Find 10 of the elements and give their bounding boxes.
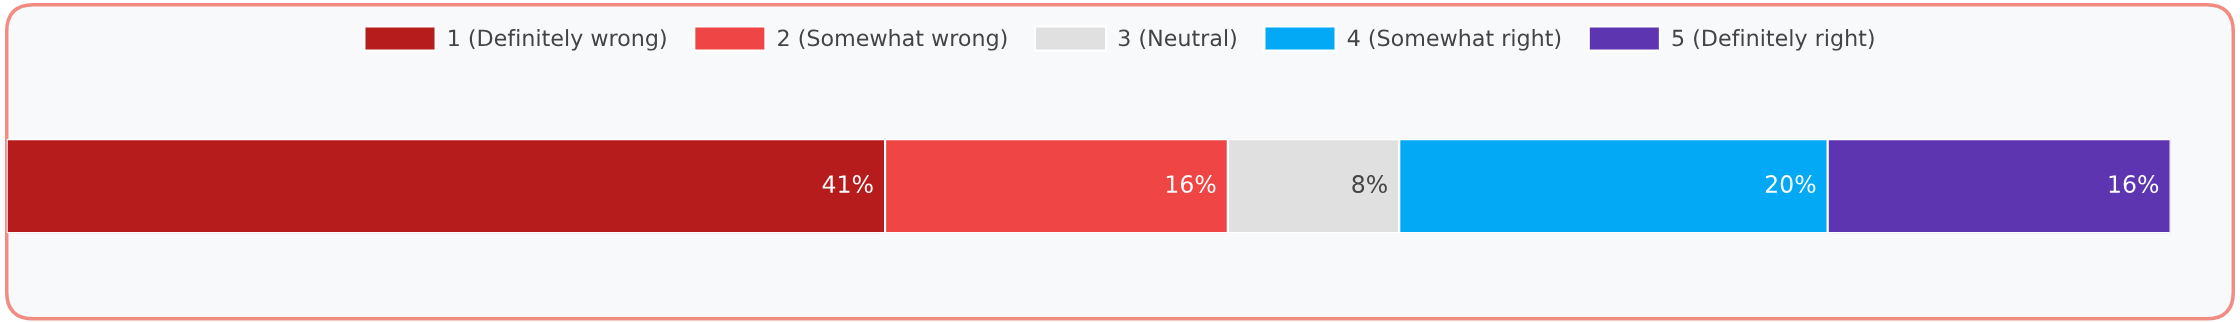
legend-label: 1 (Definitely wrong): [449, 29, 666, 51]
data-label: 41%: [822, 175, 873, 193]
data-label: 16%: [1166, 175, 1216, 193]
data-label: 8%: [1352, 175, 1387, 193]
data-label: 16%: [2109, 175, 2159, 193]
legend-label: 2 (Somewhat wrong): [778, 29, 1007, 51]
legend-label: 4 (Somewhat right): [1347, 29, 1561, 51]
legend-label: 3 (Neutral): [1118, 29, 1236, 49]
data-label: 20%: [1765, 175, 1816, 193]
legend-label: 5 (Definitely right): [1672, 29, 1874, 51]
